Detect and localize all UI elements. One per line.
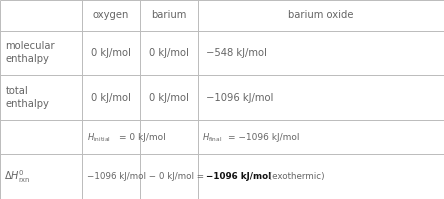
Text: barium oxide: barium oxide — [288, 10, 353, 20]
Text: 0 kJ/mol: 0 kJ/mol — [91, 93, 131, 102]
Text: = −1096 kJ/mol: = −1096 kJ/mol — [228, 133, 299, 142]
Text: −1096 kJ/mol: −1096 kJ/mol — [206, 93, 273, 102]
Text: −1096 kJ/mol − 0 kJ/mol =: −1096 kJ/mol − 0 kJ/mol = — [87, 172, 206, 181]
Text: barium: barium — [151, 10, 186, 20]
Text: $H_{\mathrm{initial}}$: $H_{\mathrm{initial}}$ — [87, 131, 111, 143]
Text: $\Delta H^{0}_{\mathrm{rxn}}$: $\Delta H^{0}_{\mathrm{rxn}}$ — [4, 168, 31, 185]
Text: −1096 kJ/mol: −1096 kJ/mol — [206, 172, 271, 181]
Text: 0 kJ/mol: 0 kJ/mol — [149, 48, 189, 58]
Text: −548 kJ/mol: −548 kJ/mol — [206, 48, 266, 58]
Text: (exothermic): (exothermic) — [266, 172, 324, 181]
Text: $H_{\mathrm{final}}$: $H_{\mathrm{final}}$ — [202, 131, 222, 143]
Text: oxygen: oxygen — [93, 10, 129, 20]
Text: molecular
enthalpy: molecular enthalpy — [5, 41, 55, 64]
Text: 0 kJ/mol: 0 kJ/mol — [149, 93, 189, 102]
Text: = 0 kJ/mol: = 0 kJ/mol — [119, 133, 165, 142]
Text: 0 kJ/mol: 0 kJ/mol — [91, 48, 131, 58]
Text: total
enthalpy: total enthalpy — [5, 86, 49, 109]
